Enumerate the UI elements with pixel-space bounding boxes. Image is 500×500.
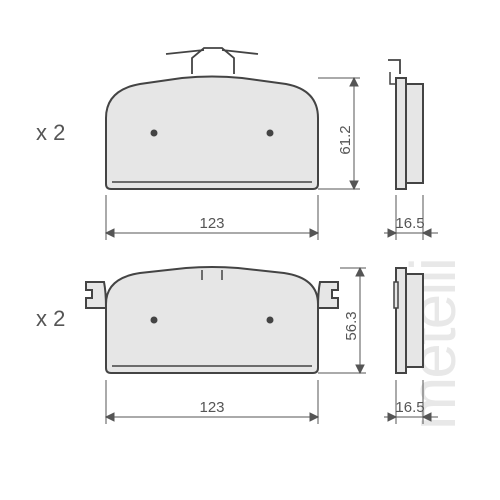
qty-bottom: x 2: [36, 306, 65, 331]
bottom-pad-front: [86, 267, 338, 373]
bottom-pad-side: [394, 268, 423, 373]
side-friction: [406, 84, 423, 183]
right-ear: [318, 282, 338, 308]
side-friction: [406, 274, 423, 367]
dim-top-thickness-label: 16.5: [395, 215, 424, 232]
wear-clip: [166, 48, 258, 74]
pad-outline: [106, 77, 318, 190]
dim-bottom-height-label: 56.3: [343, 311, 360, 340]
side-backplate: [396, 78, 406, 189]
drill-hole-left: [151, 130, 158, 137]
drill-hole-left: [151, 317, 158, 324]
top-pad-side: [388, 60, 423, 189]
qty-top: x 2: [36, 120, 65, 145]
side-clip: [388, 60, 400, 74]
technical-drawing: metelli 61.2: [0, 0, 500, 500]
dim-top-width-label: 123: [199, 215, 224, 232]
drill-hole-right: [267, 317, 274, 324]
drill-hole-right: [267, 130, 274, 137]
left-ear: [86, 282, 106, 308]
dim-bottom-thickness-label: 16.5: [395, 399, 424, 416]
dim-top-height-label: 61.2: [337, 125, 354, 154]
dim-bottom-width-label: 123: [199, 399, 224, 416]
top-pad-front: [106, 48, 318, 189]
pad-outline: [106, 267, 318, 373]
